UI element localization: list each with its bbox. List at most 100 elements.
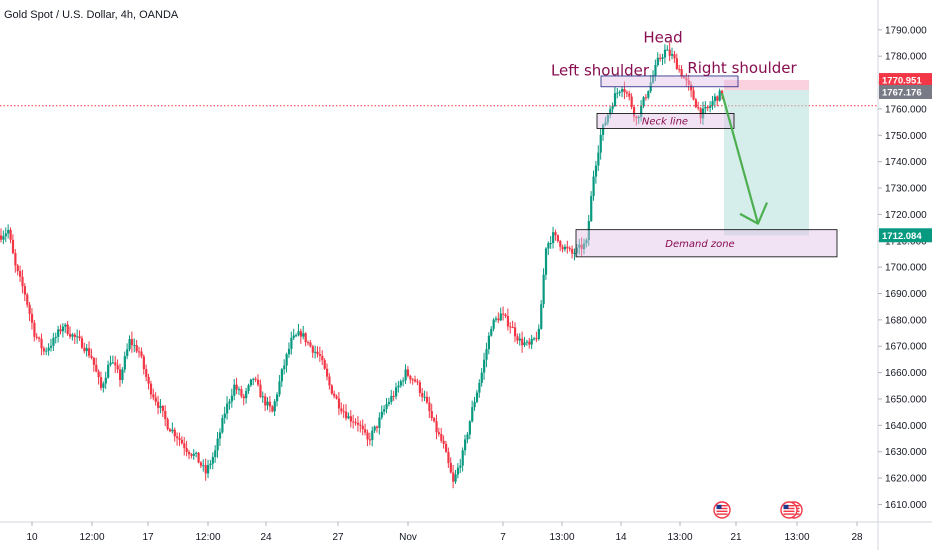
price-tick-label: 1700.000 <box>885 263 927 274</box>
candle-up <box>285 354 288 366</box>
candle-up <box>195 452 198 454</box>
us-flag-icon[interactable] <box>713 501 731 519</box>
candle-up <box>604 122 607 125</box>
candle-down <box>418 382 421 393</box>
right-shoulder-label: Right shoulder <box>687 59 797 77</box>
candle-down <box>354 422 357 424</box>
candle-down <box>97 371 100 378</box>
candle-up <box>709 105 712 108</box>
candle-up <box>597 152 600 166</box>
price-tick-label: 1720.000 <box>885 210 927 221</box>
candle-up <box>582 243 586 250</box>
candle-down <box>16 265 19 272</box>
candle-down <box>345 411 348 419</box>
candle-up <box>2 236 5 240</box>
candle-up <box>71 334 74 337</box>
candle-up <box>616 92 619 94</box>
candle-up <box>704 106 707 109</box>
candle-up <box>159 406 162 408</box>
economic-events[interactable] <box>713 501 803 519</box>
candle-up <box>573 252 576 254</box>
candle-up <box>273 401 276 412</box>
candle-down <box>176 436 179 439</box>
price-tag <box>879 84 932 99</box>
us-flag-icon-stripe <box>783 513 795 515</box>
candle-up <box>666 49 669 51</box>
candle-down <box>145 369 148 378</box>
candle-up <box>49 345 53 348</box>
candle-up <box>283 365 286 370</box>
candle-down <box>559 241 562 247</box>
candle-up <box>499 313 502 321</box>
candle-up <box>609 109 612 115</box>
candle-down <box>242 396 245 399</box>
candle-down <box>59 329 62 332</box>
candle-up <box>387 401 391 404</box>
us-flag-icon[interactable] <box>780 501 798 519</box>
candle-up <box>533 338 536 340</box>
candle-up <box>611 106 614 110</box>
candles <box>0 42 724 489</box>
candle-down <box>337 398 341 409</box>
candle-down <box>580 244 583 250</box>
candle-down <box>430 411 433 419</box>
candle-up <box>399 381 402 386</box>
price-tag-label: 1767.176 <box>882 87 922 98</box>
candle-down <box>299 331 303 337</box>
candle-up <box>223 413 226 419</box>
candle-down <box>95 364 98 372</box>
candle-down <box>444 443 448 452</box>
candle-up <box>214 450 217 458</box>
time-tick-label: 27 <box>332 532 344 543</box>
candle-down <box>392 395 395 397</box>
candle-up <box>85 348 88 352</box>
candle-down <box>349 416 352 422</box>
us-flag-icon-canton <box>783 504 789 509</box>
time-axis[interactable]: 10 12:00 17 12:00 24 27 Nov 7 13:00 14 13:00 21 13:0… <box>0 521 932 543</box>
candle-down <box>83 347 86 352</box>
candle-down <box>183 443 186 449</box>
candle-up <box>594 165 598 177</box>
candle-down <box>630 96 633 108</box>
candle-up <box>202 465 205 467</box>
candle-up <box>128 339 131 350</box>
time-tick-label: 13:00 <box>549 532 574 543</box>
candle-down <box>628 93 631 97</box>
candle-down <box>235 384 238 390</box>
candle-down <box>28 304 31 314</box>
time-tick-label: 24 <box>260 532 272 543</box>
candle-down <box>635 116 638 119</box>
candle-down <box>333 393 336 397</box>
candle-down <box>142 356 145 370</box>
candle-up <box>247 385 250 391</box>
candle-up <box>54 336 57 338</box>
candle-down <box>78 336 81 339</box>
candle-down <box>623 89 626 93</box>
candle-up <box>483 359 486 373</box>
candle-up <box>64 324 67 327</box>
candle-down <box>416 381 419 383</box>
candle-up <box>252 378 255 380</box>
candle-up <box>230 395 234 402</box>
candle-down <box>678 69 681 71</box>
candle-down <box>66 324 69 334</box>
candle-up <box>249 379 253 386</box>
candle-down <box>88 348 91 356</box>
candle-down <box>433 418 436 422</box>
candle-up <box>371 430 374 441</box>
candle-down <box>14 253 17 266</box>
candle-up <box>637 116 640 119</box>
candle-up <box>592 176 595 197</box>
time-tick-label: 7 <box>500 532 506 543</box>
candle-up <box>121 369 124 381</box>
candle-up <box>385 403 388 409</box>
candle-up <box>468 421 471 435</box>
price-tick-label: 1680.000 <box>885 315 927 326</box>
candle-down <box>187 452 191 455</box>
us-flag-icon-stripe <box>783 507 795 510</box>
candle-down <box>632 107 636 117</box>
candle-down <box>435 421 438 433</box>
candle-up <box>171 429 174 432</box>
candle-up <box>671 54 674 56</box>
